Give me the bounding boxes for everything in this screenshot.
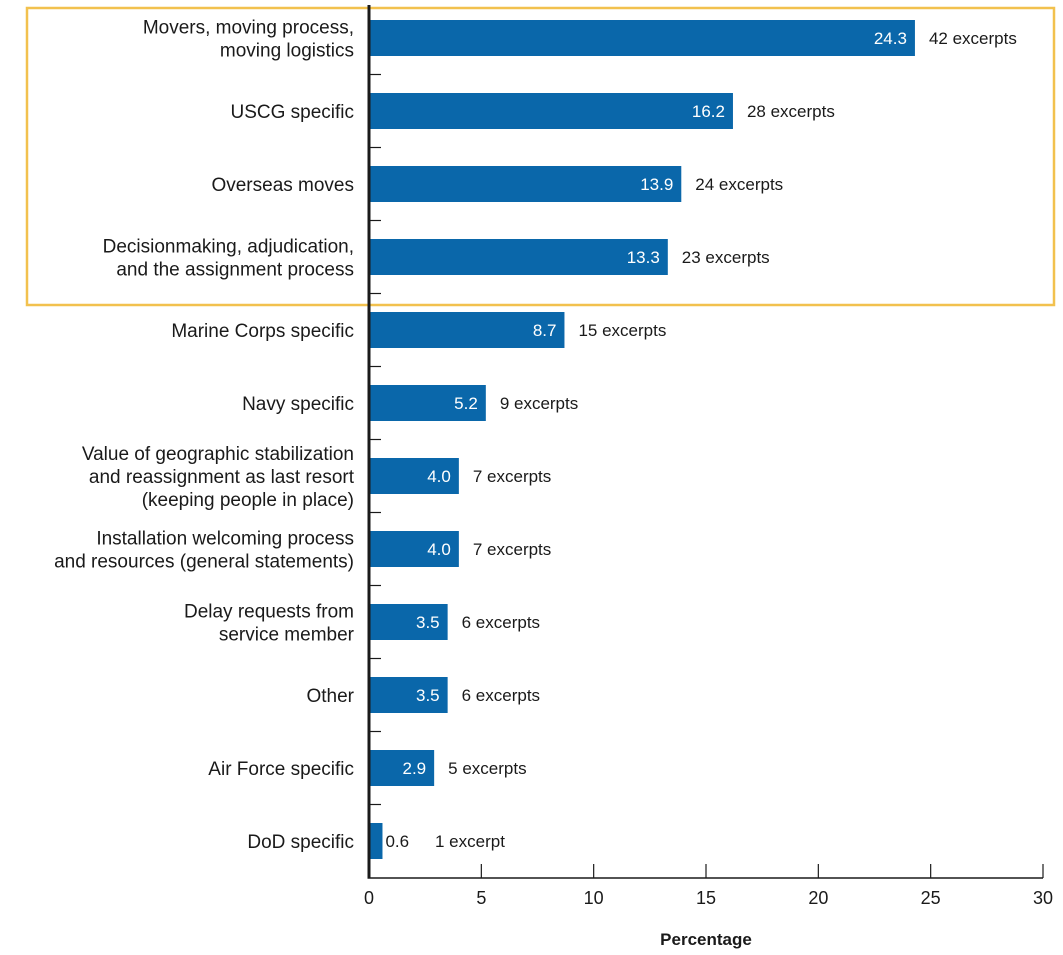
bar: [369, 166, 682, 202]
x-tick-label: 5: [476, 888, 486, 908]
bar: [369, 385, 486, 421]
bar-value-label: 4.0: [427, 467, 451, 486]
bar-value-label: 0.6: [385, 832, 409, 851]
excerpt-count-label: 9 excerpts: [500, 394, 578, 413]
bar-value-label: 2.9: [403, 759, 427, 778]
bar: [369, 604, 448, 640]
category-labels-layer: Movers, moving process, moving logistics U…: [54, 18, 355, 854]
x-tick-label: 10: [584, 888, 604, 908]
x-tick-label: 20: [808, 888, 828, 908]
bar: [369, 20, 915, 56]
x-tick-label: 25: [921, 888, 941, 908]
excerpt-count-label: 1 excerpt: [435, 832, 505, 851]
category-label: Overseas moves: [211, 175, 354, 196]
bars-layer: 24.3 42 excerpts 16.2 28 excerpts 13.9 24 exc…: [369, 20, 1017, 859]
excerpt-count-label: 6 excerpts: [462, 686, 540, 705]
category-label: Delay requests from service member: [184, 602, 355, 646]
bar: [369, 677, 448, 713]
category-label: Marine Corps specific: [171, 321, 354, 342]
category-label: DoD specific: [247, 832, 354, 853]
bar-value-label: 3.5: [416, 686, 440, 705]
bar: [369, 458, 459, 494]
excerpt-count-label: 6 excerpts: [462, 613, 540, 632]
highlight-box: [25, 6, 1056, 307]
bar: [369, 823, 383, 859]
bar-value-label: 24.3: [874, 29, 907, 48]
category-label: Movers, moving process, moving logistics: [143, 18, 354, 62]
excerpt-count-label: 15 excerpts: [578, 321, 666, 340]
excerpt-count-label: 24 excerpts: [695, 175, 783, 194]
x-tick-label: 30: [1033, 888, 1053, 908]
excerpt-count-label: 28 excerpts: [747, 102, 835, 121]
bar-value-label: 3.5: [416, 613, 440, 632]
excerpt-count-label: 7 excerpts: [473, 540, 551, 559]
bar: [369, 312, 565, 348]
bar: [369, 750, 435, 786]
excerpt-count-label: 7 excerpts: [473, 467, 551, 486]
bar: [369, 239, 668, 275]
bar-value-label: 13.3: [627, 248, 660, 267]
axis-layer: 0 5 10 15 20 25 30: [364, 5, 1053, 908]
bar: [369, 93, 733, 129]
category-label: Decisionmaking, adjudication, and the ass…: [103, 237, 354, 281]
bar-value-label: 16.2: [692, 102, 725, 121]
excerpt-count-label: 42 excerpts: [929, 29, 1017, 48]
x-tick-label: 15: [696, 888, 716, 908]
bar-value-label: 4.0: [427, 540, 451, 559]
category-label: Navy specific: [242, 394, 354, 415]
bar-value-label: 13.9: [640, 175, 673, 194]
bar: [369, 531, 459, 567]
highlight-box-layer: [25, 6, 1056, 307]
x-axis-title: Percentage: [660, 930, 752, 949]
category-label: Air Force specific: [208, 759, 354, 780]
excerpt-count-label: 23 excerpts: [682, 248, 770, 267]
category-label: Other: [306, 686, 354, 707]
bar-value-label: 5.2: [454, 394, 478, 413]
category-label: USCG specific: [230, 102, 354, 123]
bar-value-label: 8.7: [533, 321, 557, 340]
excerpt-count-label: 5 excerpts: [448, 759, 526, 778]
category-label: Installation welcoming process and resour…: [54, 529, 354, 573]
x-tick-label: 0: [364, 888, 374, 908]
category-label: Value of geographic stabilization and rea…: [82, 444, 355, 511]
